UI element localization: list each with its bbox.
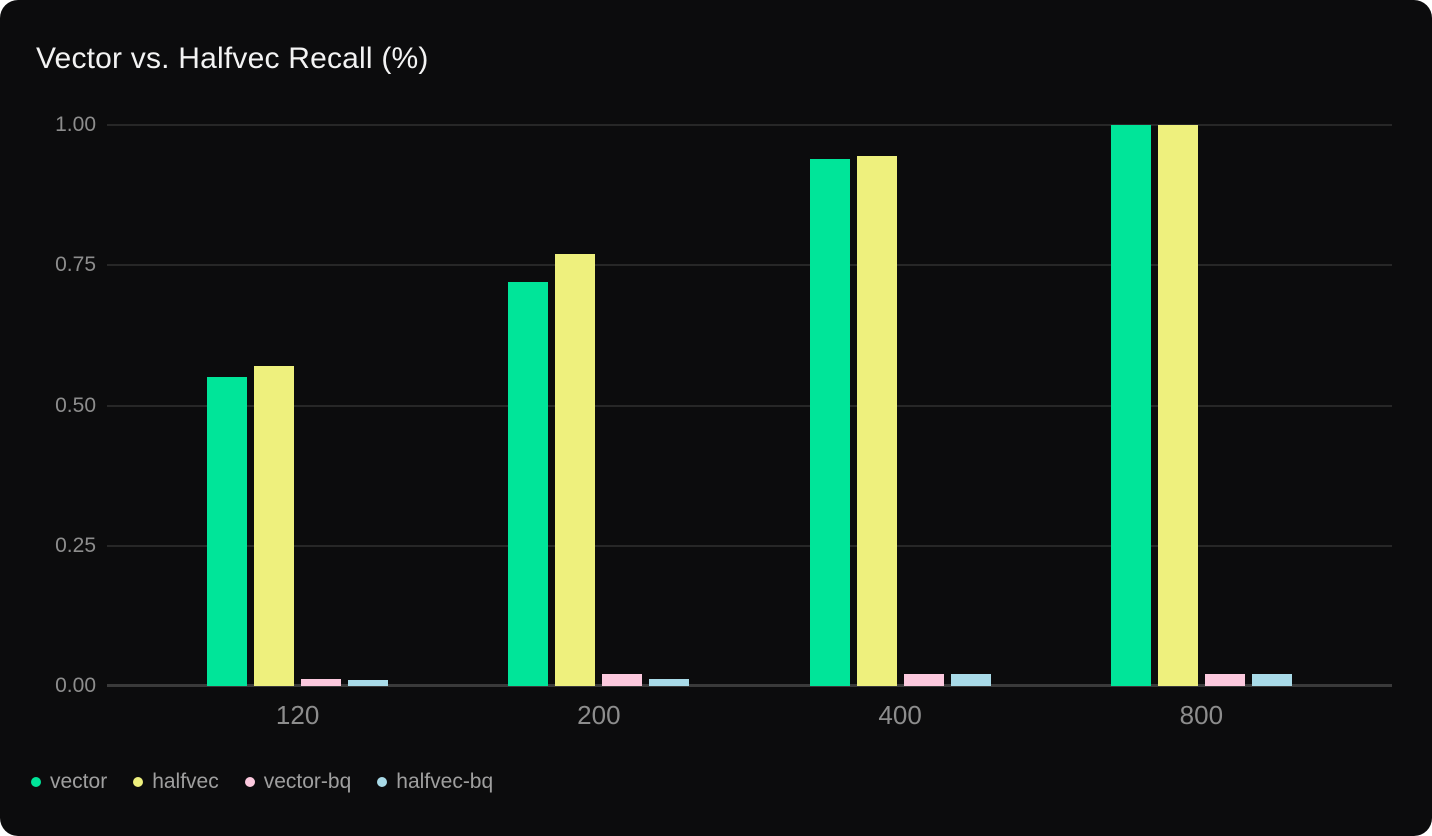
- legend-dot-halfvec: [133, 777, 144, 787]
- bar-halfvec-bq-200: [649, 678, 690, 686]
- y-axis-label-0.00: 0.00: [55, 674, 96, 697]
- bar-vector-bq-120: [301, 678, 342, 686]
- bar-groups: [107, 125, 1392, 686]
- bar-vector-120: [207, 377, 248, 686]
- legend-label-vector-bq: vector-bq: [263, 770, 352, 793]
- bar-halfvec-120: [254, 366, 295, 686]
- y-axis: 0.00 0.25 0.50 0.75 1.00: [33, 113, 96, 697]
- bar-vector-400: [809, 158, 850, 686]
- bar-halfvec-800: [1157, 125, 1198, 686]
- bar-vector-800: [1110, 125, 1151, 686]
- bar-halfvec-bq-400: [950, 674, 991, 686]
- chart-title: Vector vs. Halfvec Recall (%): [36, 42, 429, 75]
- bar-halfvec-400: [856, 155, 897, 686]
- gridline-0.50: [107, 404, 1392, 407]
- bar-halfvec-200: [555, 254, 596, 686]
- legend-item-vector: vector: [31, 770, 107, 794]
- legend-dot-vector: [31, 777, 41, 787]
- y-axis-label-0.75: 0.75: [55, 253, 96, 277]
- x-axis-label-400: 400: [878, 700, 922, 730]
- y-axis-label-0.50: 0.50: [55, 393, 96, 417]
- gridline-0.75: [107, 264, 1392, 267]
- gridline-0.00: [107, 684, 1392, 687]
- bar-vector-bq-800: [1204, 674, 1245, 686]
- y-axis-label-1.00: 1.00: [55, 113, 96, 136]
- x-axis: 120 200 400 800: [107, 700, 1392, 731]
- bar-group-400: [809, 125, 991, 686]
- gridline-0.25: [107, 544, 1392, 547]
- legend-dot-halfvec-bq: [377, 777, 388, 787]
- legend-item-halfvec-bq: halfvec-bq: [377, 770, 493, 794]
- legend-item-vector-bq: vector-bq: [244, 770, 352, 794]
- bar-group-800: [1110, 125, 1292, 686]
- x-axis-label-200: 200: [577, 700, 621, 730]
- bar-halfvec-bq-800: [1251, 674, 1292, 686]
- plot-area: [107, 124, 1392, 687]
- legend-label-halfvec: halfvec: [152, 770, 219, 793]
- legend-label-halfvec-bq: halfvec-bq: [396, 770, 494, 793]
- x-axis-label-120: 120: [275, 700, 320, 730]
- bar-vector-bq-400: [903, 674, 944, 686]
- y-axis-label-0.25: 0.25: [55, 533, 96, 557]
- bar-vector-bq-200: [602, 673, 643, 686]
- legend-dot-vector-bq: [244, 777, 255, 787]
- x-axis-label-800: 800: [1179, 700, 1224, 730]
- gridline-1.00: [107, 124, 1392, 126]
- legend-item-halfvec: halfvec: [133, 770, 219, 794]
- bar-vector-200: [508, 282, 549, 686]
- legend: vector halfvec vector-bq halfvec-bq: [31, 770, 493, 794]
- bar-halfvec-bq-120: [348, 679, 389, 686]
- legend-label-vector: vector: [50, 770, 108, 793]
- bar-group-120: [207, 125, 389, 686]
- bar-group-200: [508, 125, 690, 686]
